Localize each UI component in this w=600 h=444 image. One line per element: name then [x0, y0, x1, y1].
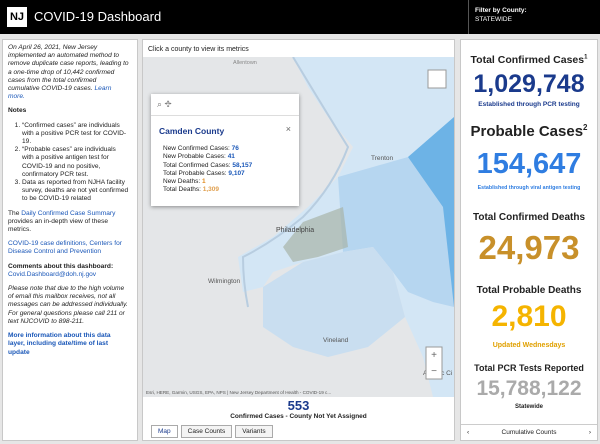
place-label: Vineland	[323, 337, 349, 344]
stat-value: 154,647	[476, 148, 582, 180]
legend-button[interactable]	[427, 69, 447, 89]
row-value: 58,157	[232, 161, 253, 169]
note: Data as reported from NJHA facility surv…	[22, 179, 129, 204]
row-label: New Deaths:	[163, 178, 201, 186]
filter-value: STATEWIDE	[475, 16, 512, 23]
zoom-out[interactable]: −	[431, 366, 437, 377]
text: Total Confirmed Cases	[470, 54, 585, 66]
title: COVID-19 Dashboard	[34, 9, 162, 24]
stat-value: 15,788,122	[476, 377, 582, 400]
stat-label: Total Probable Deaths	[476, 285, 582, 296]
summary-text: provides an in-depth view of these metri…	[8, 217, 109, 234]
text: Probable Cases	[470, 123, 584, 140]
row-value: 1,309	[202, 186, 220, 194]
tab[interactable]: Case Counts	[180, 425, 233, 438]
panel-switcher[interactable]: ‹ Cumulative Counts ›	[461, 424, 597, 440]
logo: NJ	[7, 7, 27, 27]
attribution: Esri, HERE, Garmin, USGS, EPA, NPS | New…	[146, 390, 331, 395]
popup-title: Camden County	[159, 126, 225, 136]
place-label: Philadelphia	[276, 227, 314, 234]
row-value: 1	[202, 178, 206, 186]
row-label: New Confirmed Cases:	[163, 145, 230, 152]
stat-note: Statewide	[514, 404, 543, 410]
place-label: Allentown	[233, 60, 257, 66]
header: NJ COVID-19 Dashboard Filter by County: …	[0, 0, 600, 34]
comments-title: Comments about this dashboard:	[8, 262, 114, 270]
notes-title: Notes	[8, 107, 27, 115]
row-value: 76	[231, 145, 239, 152]
filter-label: Filter by County:	[475, 7, 527, 14]
zoom-in[interactable]: +	[431, 350, 437, 361]
river	[241, 57, 350, 308]
tabs: Map Case Counts Variants	[151, 425, 273, 438]
zoom-control[interactable]	[425, 346, 443, 380]
popup-close[interactable]: ×	[285, 124, 291, 134]
stat-value: 2,810	[491, 300, 567, 333]
prev[interactable]: ‹	[467, 429, 470, 436]
row-label: Total Probable Cases:	[163, 169, 227, 177]
stat-label: Total Confirmed Deaths	[472, 212, 586, 223]
stat-label: Probable Cases2	[461, 123, 597, 140]
panel-label: Cumulative Counts	[501, 429, 557, 436]
unassigned: 553 Confirmed Cases - County Not Yet Ass…	[143, 398, 454, 420]
text: 2	[583, 123, 588, 132]
text: 1	[584, 54, 588, 61]
unassigned-value: 553	[287, 398, 310, 413]
stat-note: Updated Wednesdays	[492, 342, 566, 349]
stat-note: Established through viral antigen testin…	[477, 185, 581, 191]
popup: ⌕ ✥ Camden County × New Confirmed Cases:…	[151, 94, 299, 206]
popup-rows: New Confirmed Cases: 76 New Probable Cas…	[163, 145, 252, 195]
stat-note: Established through PCR testing	[478, 101, 580, 108]
county-area[interactable]	[338, 157, 454, 307]
stat-value: 1,029,748	[473, 70, 585, 98]
map-instruction: Click a county to view its metrics	[148, 46, 249, 53]
note: “Confirmed cases” are individuals with a…	[22, 122, 129, 147]
sidebar: On April 26, 2021, New Jersey implemente…	[2, 39, 138, 441]
row-label: Total Deaths:	[163, 186, 201, 194]
note: “Probable cases” are individuals with a …	[22, 146, 129, 179]
unassigned-label: Confirmed Cases - County Not Yet Assigne…	[230, 413, 367, 420]
row-value: 9,107	[228, 169, 245, 177]
stat-label: Total PCR Tests Reported	[474, 363, 584, 373]
row-label: New Probable Cases:	[163, 153, 226, 161]
row-label: Total Confirmed Cases:	[163, 161, 231, 169]
stat-label: Total Confirmed Cases1	[461, 54, 597, 66]
tab[interactable]: Variants	[235, 425, 273, 438]
notes: “Confirmed cases” are individuals with a…	[8, 122, 129, 204]
tab[interactable]: Map	[151, 425, 178, 438]
stat-value: 24,973	[478, 229, 580, 266]
place-label: Trenton	[371, 155, 394, 162]
more-info-link[interactable]: More information about this data layer, …	[8, 332, 111, 356]
email-link[interactable]: Covid.Dashboard@doh.nj.gov	[8, 270, 97, 278]
learn-more-link[interactable]: Learn more.	[8, 85, 112, 101]
popup-tools[interactable]: ⌕ ✥	[157, 99, 172, 109]
row-value: 41	[227, 153, 235, 161]
selected-county[interactable]	[283, 207, 348, 262]
map[interactable]: Allentown Trenton Philadelphia Wilmingto…	[143, 57, 454, 397]
intro: On April 26, 2021, New Jersey implemente…	[8, 44, 129, 93]
county-area[interactable]	[408, 117, 454, 307]
county-area[interactable]	[263, 247, 405, 357]
place-label: Wilmington	[208, 278, 241, 285]
summary-intro: The	[8, 209, 20, 217]
county-filter[interactable]: Filter by County: STATEWIDE	[468, 0, 600, 34]
map-panel: Click a county to view its metrics Allen…	[142, 39, 455, 441]
summary-link[interactable]: Daily Confirmed Case Summary	[21, 209, 116, 217]
disclaimer: Please note that due to the high volume …	[8, 285, 128, 325]
stats-panel: Total Confirmed Cases1 1,029,748 Establi…	[460, 39, 598, 441]
next[interactable]: ›	[588, 429, 591, 436]
definitions-link[interactable]: COVID-19 case definitions, Centers for D…	[8, 240, 122, 256]
